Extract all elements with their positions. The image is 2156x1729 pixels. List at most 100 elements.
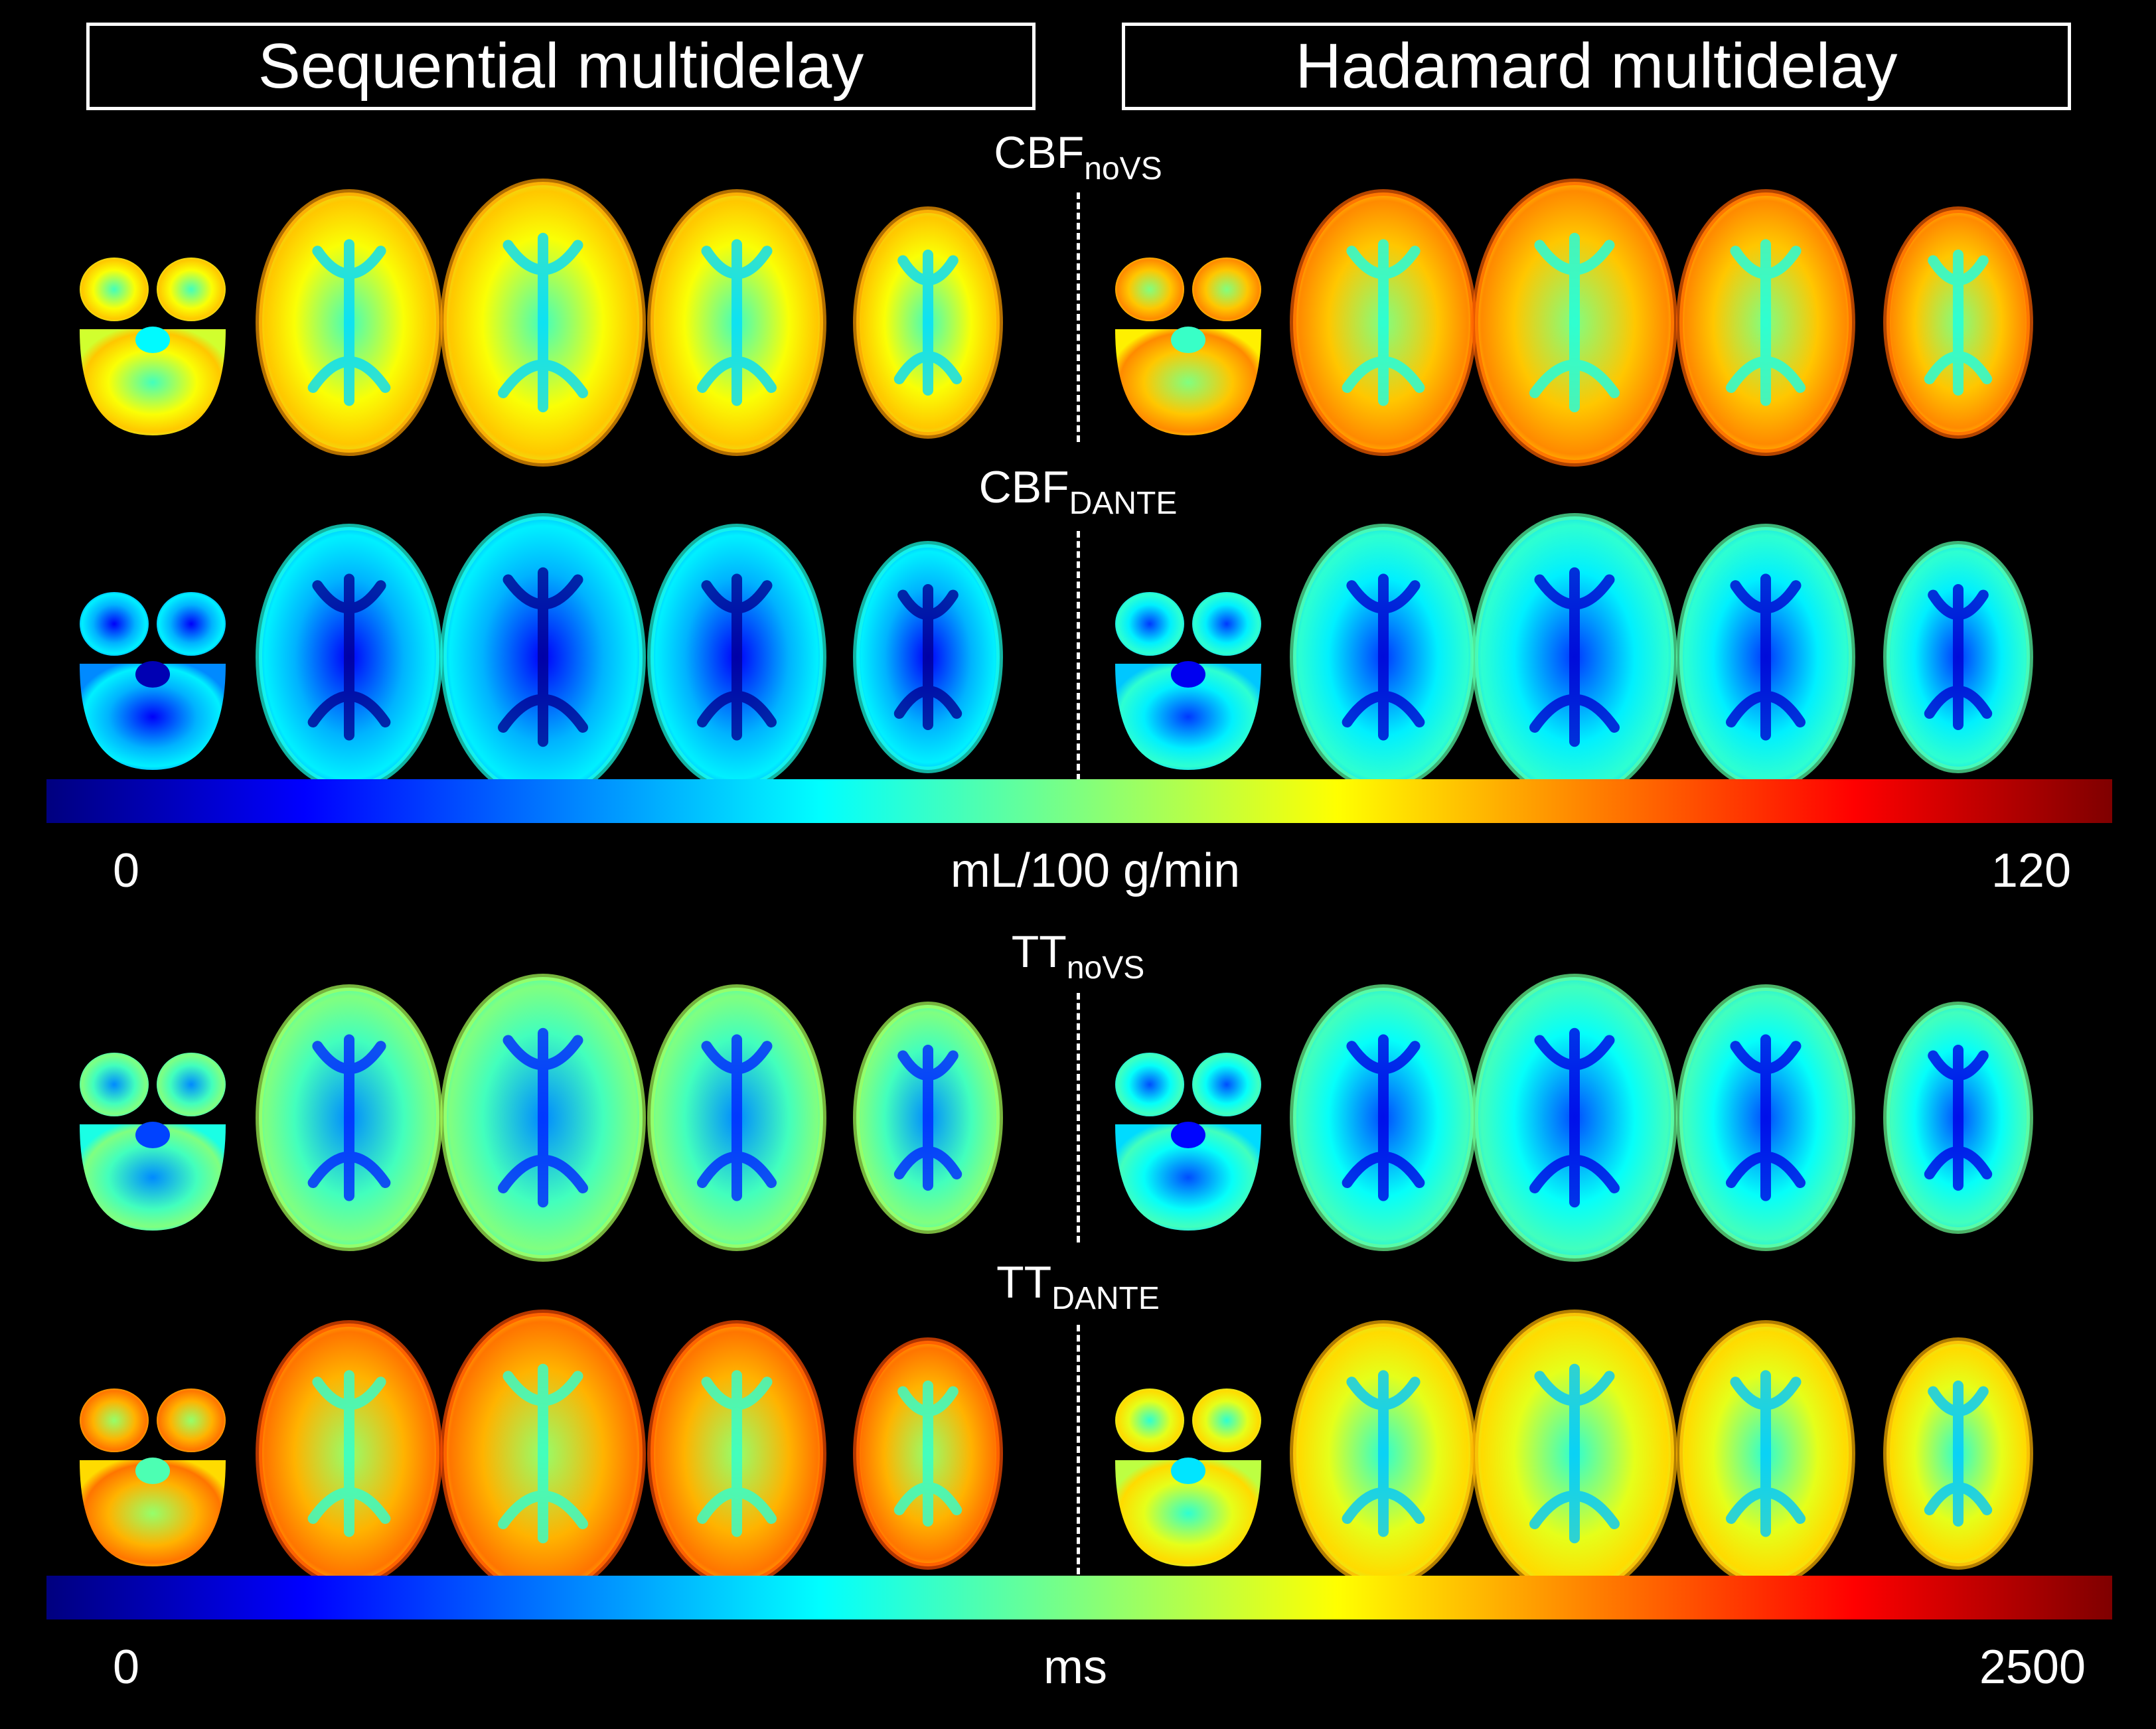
cortical-rim: [853, 1002, 1003, 1234]
row-label-tt-dante: TTDANTE: [996, 1257, 1160, 1316]
temporal-lobe-left: [80, 258, 149, 321]
brainstem: [135, 1122, 170, 1148]
cortical-rim: [1883, 1337, 2033, 1570]
brainstem: [135, 1458, 170, 1484]
tt-colorbar-max: 2500: [1979, 1641, 2086, 1694]
white-matter-pattern: [697, 1034, 777, 1201]
cortical-rim: [1676, 189, 1855, 456]
cortical-rim: [1883, 206, 2033, 439]
panel-divider: [1077, 531, 1080, 781]
white-matter-pattern: [498, 567, 588, 747]
white-matter-pattern: [307, 1370, 391, 1537]
temporal-lobe-right: [157, 592, 226, 656]
cortical-rim: [256, 984, 443, 1251]
cortical-rim: [853, 541, 1003, 773]
temporal-lobe-right: [157, 258, 226, 321]
cortical-rim: [1883, 1002, 2033, 1234]
cortical-rim: [440, 179, 646, 467]
cerebellum-slice: [1115, 329, 1261, 435]
temporal-lobe-left: [80, 1389, 149, 1452]
row-label-tt-novs: TTnoVS: [1011, 927, 1145, 986]
temporal-lobe-right: [1192, 1389, 1261, 1452]
cortical-rim: [853, 206, 1003, 439]
cortical-rim: [853, 1337, 1003, 1570]
white-matter-pattern: [1342, 1370, 1425, 1537]
white-matter-pattern: [307, 1034, 391, 1201]
cerebellum-slice: [1115, 1124, 1261, 1231]
white-matter-pattern: [1924, 1381, 1993, 1527]
brainstem: [135, 327, 170, 353]
white-matter-pattern: [1924, 250, 1993, 396]
white-matter-pattern: [1726, 1370, 1806, 1537]
cortical-rim: [256, 189, 443, 456]
white-matter-pattern: [1529, 567, 1620, 747]
cortical-rim: [1676, 984, 1855, 1251]
panel-divider: [1077, 993, 1080, 1242]
cortical-rim: [1472, 974, 1677, 1262]
cerebellum-slice: [1115, 1460, 1261, 1566]
white-matter-pattern: [697, 573, 777, 741]
hadamard-panel-title: Hadamard multidelay: [1122, 23, 2071, 110]
cerebellum-slice: [80, 664, 226, 770]
temporal-lobe-right: [1192, 258, 1261, 321]
temporal-lobe-right: [1192, 592, 1261, 656]
white-matter-pattern: [498, 232, 588, 413]
white-matter-pattern: [498, 1027, 588, 1208]
row-label-cbf-dante: CBFDANTE: [978, 462, 1178, 521]
temporal-lobe-right: [157, 1053, 226, 1116]
panel-divider: [1077, 192, 1080, 442]
white-matter-pattern: [1529, 232, 1620, 413]
cbf-colorbar-min: 0: [113, 844, 140, 897]
brainstem: [1171, 1458, 1205, 1484]
cbf-colorbar-max: 120: [1991, 844, 2071, 897]
white-matter-pattern: [697, 239, 777, 406]
temporal-lobe-left: [80, 592, 149, 656]
row-label-cbf-novs: CBFnoVS: [994, 127, 1162, 187]
temporal-lobe-left: [1115, 258, 1184, 321]
white-matter-pattern: [1342, 239, 1425, 406]
white-matter-pattern: [697, 1370, 777, 1537]
tt-colorbar-unit: ms: [1043, 1641, 1107, 1694]
cerebellum-slice: [80, 329, 226, 435]
tt-colorbar: [46, 1576, 2112, 1619]
white-matter-pattern: [1529, 1363, 1620, 1544]
temporal-lobe-right: [157, 1389, 226, 1452]
cbf-colorbar: [46, 779, 2112, 823]
white-matter-pattern: [1924, 584, 1993, 730]
panel-divider: [1077, 1325, 1080, 1574]
brainstem: [135, 661, 170, 688]
cortical-rim: [647, 189, 826, 456]
cerebellum-slice: [80, 1460, 226, 1566]
cortical-rim: [1472, 179, 1677, 467]
cerebellum-slice: [80, 1124, 226, 1231]
cortical-rim: [647, 984, 826, 1251]
tt-colorbar-min: 0: [113, 1641, 140, 1694]
white-matter-pattern: [1726, 573, 1806, 741]
cortical-rim: [1883, 541, 2033, 773]
cbf-colorbar-unit: mL/100 g/min: [950, 844, 1241, 897]
brainstem: [1171, 661, 1205, 688]
temporal-lobe-left: [80, 1053, 149, 1116]
temporal-lobe-left: [1115, 1389, 1184, 1452]
temporal-lobe-right: [1192, 1053, 1261, 1116]
white-matter-pattern: [893, 1045, 963, 1191]
temporal-lobe-left: [1115, 1053, 1184, 1116]
brainstem: [1171, 327, 1205, 353]
sequential-panel-title: Sequential multidelay: [86, 23, 1036, 110]
white-matter-pattern: [893, 1381, 963, 1527]
white-matter-pattern: [498, 1363, 588, 1544]
brainstem: [1171, 1122, 1205, 1148]
cerebellum-slice: [1115, 664, 1261, 770]
white-matter-pattern: [307, 573, 391, 741]
white-matter-pattern: [1726, 1034, 1806, 1201]
white-matter-pattern: [893, 584, 963, 730]
white-matter-pattern: [1529, 1027, 1620, 1208]
white-matter-pattern: [307, 239, 391, 406]
cortical-rim: [440, 974, 646, 1262]
white-matter-pattern: [1342, 1034, 1425, 1201]
white-matter-pattern: [1726, 239, 1806, 406]
white-matter-pattern: [1342, 573, 1425, 741]
white-matter-pattern: [1924, 1045, 1993, 1191]
white-matter-pattern: [893, 250, 963, 396]
